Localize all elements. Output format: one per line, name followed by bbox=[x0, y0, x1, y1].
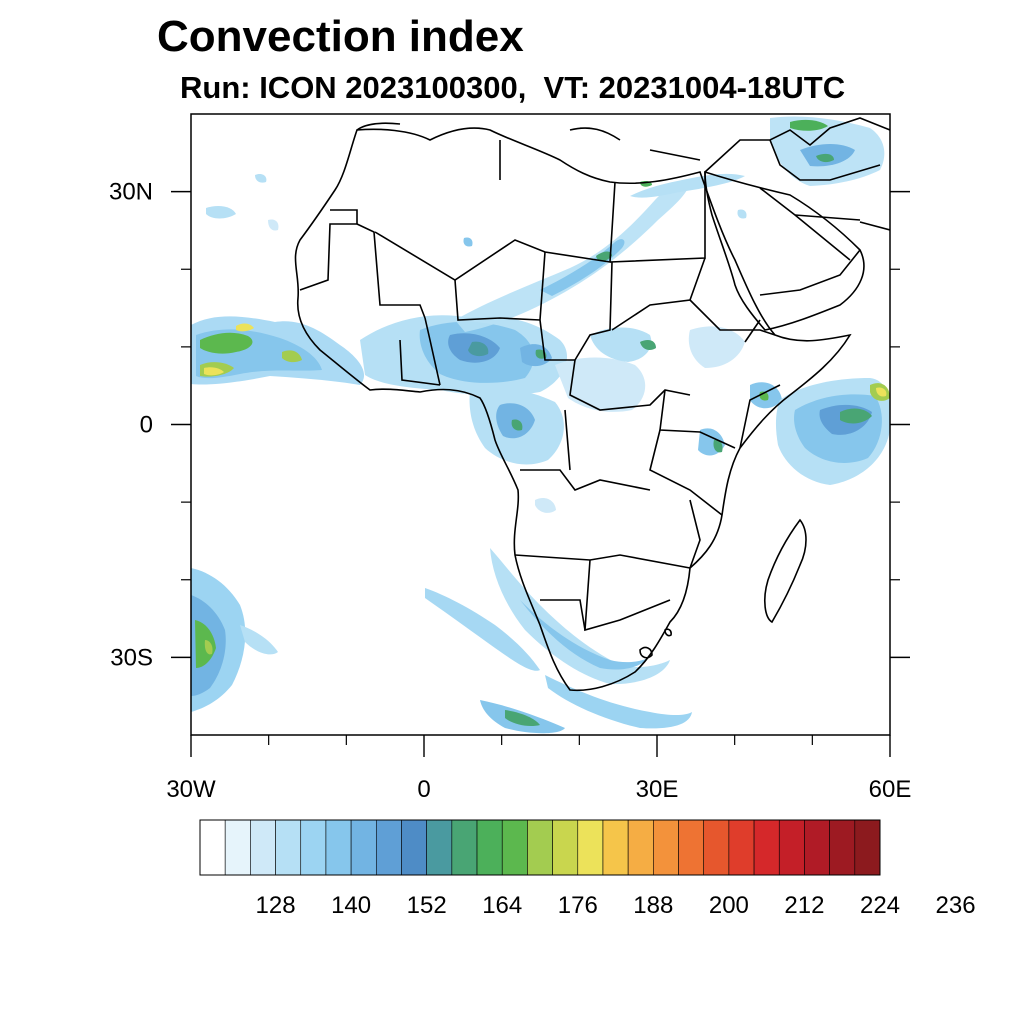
colorbar-tick-label: 140 bbox=[331, 892, 371, 919]
lat-tick-label: 30S bbox=[110, 644, 153, 671]
colorbar-swatch bbox=[250, 819, 276, 876]
colorbar-swatch bbox=[577, 819, 604, 876]
colorbar-swatch bbox=[753, 819, 780, 876]
colorbar-tick-label: 212 bbox=[784, 892, 824, 919]
convection-field bbox=[191, 116, 890, 734]
colorbar-tick-label: 164 bbox=[482, 892, 522, 919]
colorbar-swatch bbox=[401, 819, 427, 876]
colorbar-swatch bbox=[527, 819, 553, 876]
colorbar-frame bbox=[199, 819, 881, 876]
colorbar-swatch bbox=[829, 819, 856, 876]
colorbar: 128 140 152 164 176 188 200 212 224 236 bbox=[199, 819, 976, 919]
colorbar-swatch bbox=[224, 819, 251, 876]
lat-tick-label: 30N bbox=[109, 179, 153, 206]
colorbar-swatch bbox=[653, 819, 679, 876]
lat-tick-label: 0 bbox=[140, 412, 153, 439]
colorbar-swatch bbox=[275, 819, 302, 876]
colorbar-swatch bbox=[451, 819, 478, 876]
colorbar-swatch bbox=[325, 819, 352, 876]
colorbar-swatch bbox=[375, 819, 402, 876]
colorbar-tick-label: 200 bbox=[709, 892, 749, 919]
lon-tick-label: 60E bbox=[869, 776, 912, 803]
country-borders bbox=[294, 117, 890, 692]
colorbar-swatch bbox=[627, 819, 654, 876]
colorbar-swatch bbox=[552, 819, 579, 876]
colorbar-swatch bbox=[854, 819, 881, 876]
colorbar-swatch bbox=[476, 819, 503, 876]
lon-tick-label: 30W bbox=[166, 776, 216, 803]
colorbar-swatch bbox=[778, 819, 805, 876]
map-title: Convection index bbox=[157, 12, 524, 61]
colorbar-tick-label: 176 bbox=[558, 892, 598, 919]
colorbar-swatch bbox=[426, 819, 453, 876]
colorbar-tick-label: 224 bbox=[860, 892, 900, 919]
colorbar-swatch bbox=[602, 819, 629, 876]
lon-tick-label: 30E bbox=[636, 776, 679, 803]
colorbar-swatch bbox=[703, 819, 730, 876]
colorbar-swatch bbox=[199, 819, 226, 876]
colorbar-swatch bbox=[678, 819, 705, 876]
lon-tick-label: 0 bbox=[417, 776, 430, 803]
colorbar-swatch bbox=[350, 819, 377, 876]
colorbar-swatch bbox=[300, 819, 327, 876]
colorbar-swatch bbox=[728, 819, 755, 876]
map-axes: 30W 0 30E 60E 30N 0 30S bbox=[109, 179, 912, 803]
map-subtitle: Run: ICON 2023100300, VT: 20231004-18UTC bbox=[180, 70, 846, 105]
colorbar-tick-label: 128 bbox=[256, 892, 296, 919]
colorbar-tick-label: 152 bbox=[407, 892, 447, 919]
colorbar-tick-label: 188 bbox=[633, 892, 673, 919]
colorbar-tick-label: 236 bbox=[936, 892, 976, 919]
colorbar-swatch bbox=[804, 819, 830, 876]
colorbar-swatch bbox=[501, 819, 528, 876]
